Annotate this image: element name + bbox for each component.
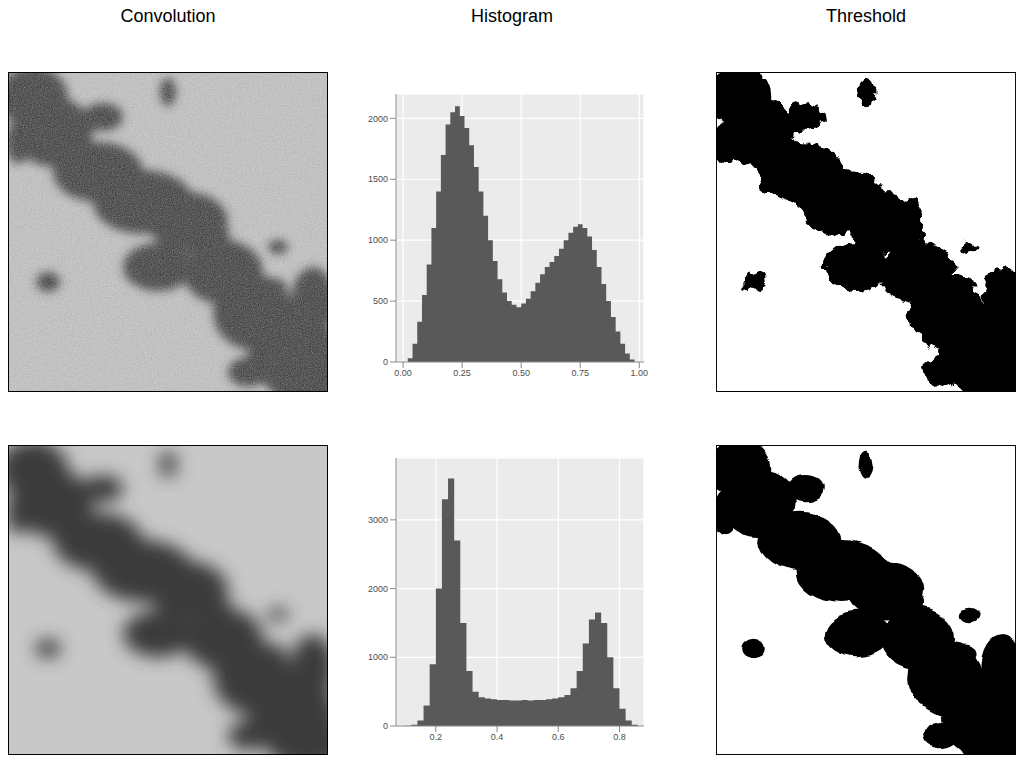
svg-text:0.25: 0.25	[453, 368, 471, 378]
svg-text:0.2: 0.2	[430, 732, 443, 742]
svg-text:0.6: 0.6	[552, 732, 565, 742]
svg-text:2000: 2000	[368, 584, 388, 594]
svg-text:2000: 2000	[368, 114, 388, 124]
svg-text:0.8: 0.8	[613, 732, 626, 742]
svg-text:0.75: 0.75	[571, 368, 589, 378]
html-text:Histogram: Histogram	[471, 6, 553, 26]
svg-text:0: 0	[383, 721, 388, 731]
svg-text:1500: 1500	[368, 174, 388, 184]
svg-text:1000: 1000	[368, 652, 388, 662]
svg-text:0.4: 0.4	[491, 732, 504, 742]
svg-text:0.00: 0.00	[394, 368, 412, 378]
svg-text:1000: 1000	[368, 235, 388, 245]
svg-text:0: 0	[383, 357, 388, 367]
svg-text:0.50: 0.50	[512, 368, 530, 378]
svg-text:1.00: 1.00	[631, 368, 649, 378]
html-text:Convolution: Convolution	[120, 6, 216, 26]
html-text:Threshold: Threshold	[826, 6, 906, 26]
svg-text:500: 500	[373, 296, 388, 306]
svg-text:3000: 3000	[368, 515, 388, 525]
